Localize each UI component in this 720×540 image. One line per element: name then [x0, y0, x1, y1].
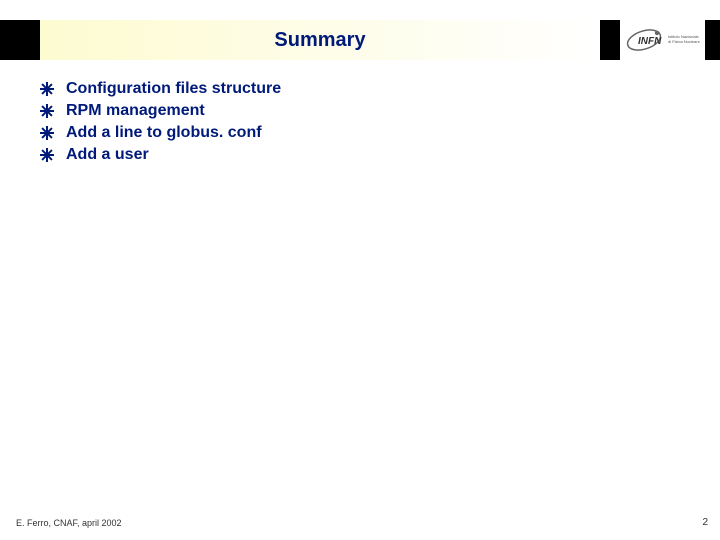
list-item: Add a user	[40, 146, 281, 164]
asterisk-icon	[40, 148, 54, 162]
footer-author: E. Ferro, CNAF, april 2002	[16, 518, 122, 528]
bullet-label: Add a line to globus. conf	[66, 124, 262, 142]
asterisk-icon	[40, 104, 54, 118]
logo: INFN Istituto Nazionale di Fisica Nuclea…	[620, 20, 705, 60]
title-gradient: Summary	[40, 20, 600, 60]
bullet-label: Configuration files structure	[66, 80, 281, 98]
page-number: 2	[702, 517, 708, 528]
list-item: Configuration files structure	[40, 80, 281, 98]
list-item: RPM management	[40, 102, 281, 120]
bullet-list: Configuration files structure RPM manage…	[40, 80, 281, 168]
asterisk-icon	[40, 126, 54, 140]
infn-logo-icon: INFN Istituto Nazionale di Fisica Nuclea…	[624, 24, 702, 56]
page-title: Summary	[274, 29, 365, 52]
logo-caption-2: di Fisica Nucleare	[668, 39, 701, 44]
logo-text: INFN	[638, 36, 662, 47]
list-item: Add a line to globus. conf	[40, 124, 281, 142]
bullet-label: Add a user	[66, 146, 149, 164]
asterisk-icon	[40, 82, 54, 96]
bullet-label: RPM management	[66, 102, 205, 120]
